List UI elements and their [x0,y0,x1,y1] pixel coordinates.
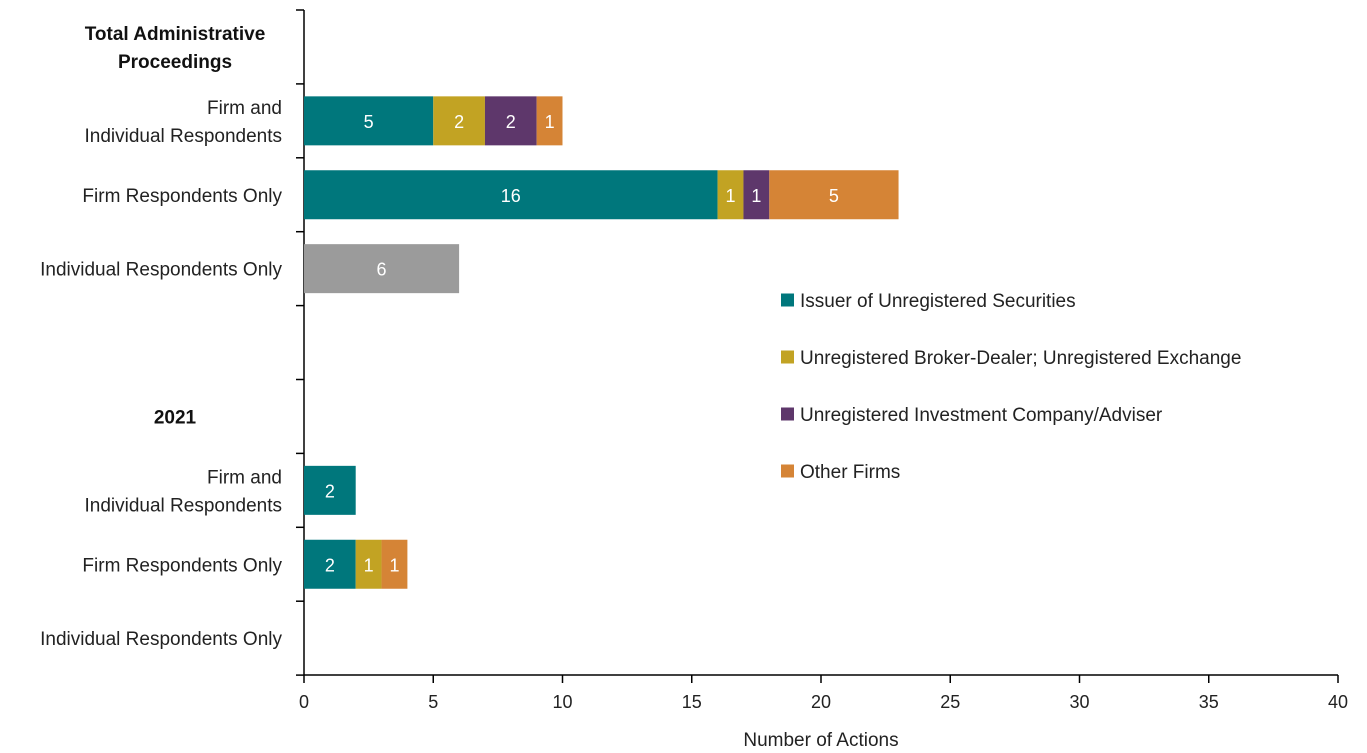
axes: 0 5 10 15 20 25 30 35 40 [296,9,1348,712]
group-label-total-administrative-proceedings: Total Administrative Proceedings [85,24,266,73]
x-axis-title: Number of Actions [743,730,898,751]
x-tick-label: 30 [1069,692,1089,712]
row-label-firm-and-individual-respondents: Firm and Individual Respondents [84,467,282,516]
bar-value-label: 1 [389,555,399,575]
row-label-firm-respondents-only: Firm Respondents Only [82,555,282,576]
legend-label-other-firms: Other Firms [800,462,900,483]
row-label-individual-respondents-only: Individual Respondents Only [40,260,282,281]
bar-value-label: 1 [364,555,374,575]
legend-swatch-issuer-of-unregistered-securities [781,293,794,307]
x-tick-label: 20 [811,692,831,712]
group-label-2021: 2021 [154,407,197,428]
bar-segment-issuer-of-unregistered-securities [304,539,356,589]
x-tick-label: 35 [1199,692,1219,712]
bar-value-label: 2 [506,112,516,132]
x-tick-label: 25 [940,692,960,712]
bar-segment-unregistered-investment-company-adviser [484,96,537,146]
legend-swatch-unregistered-investment-company-adviser [781,407,794,421]
legend-label-unregistered-investment-company-adviser: Unregistered Investment Company/Adviser [800,405,1163,426]
x-tick-label: 40 [1328,692,1348,712]
bar-segment-other-firms [536,96,563,146]
bar-segment-other-firms [381,539,408,589]
bar-value-label: 2 [454,112,464,132]
bar-segment-other-firms [769,170,899,220]
bar-value-label: 2 [325,481,335,501]
bar-segment-individual [304,244,460,294]
bar-value-label: 5 [364,112,374,132]
x-tick-label: 0 [299,692,309,712]
category-labels: Total Administrative Proceedings Firm and I… [40,24,282,650]
x-tick-label: 5 [428,692,438,712]
bar-segment-issuer-of-unregistered-securities [304,170,718,220]
bar-value-label: 1 [751,186,761,206]
legend-swatch-unregistered-broker-dealer-unregistered-exchange [781,350,794,364]
legend-swatch-other-firms [781,464,794,478]
row-label-individual-respondents-only: Individual Respondents Only [40,629,282,650]
bar-value-label: 2 [325,555,335,575]
bar-value-label: 1 [726,186,736,206]
bar-segment-issuer-of-unregistered-securities [304,96,434,146]
bar-value-label: 16 [501,186,521,206]
bar-segment-unregistered-broker-dealer-unregistered-exchange [717,170,744,220]
bar-segment-unregistered-broker-dealer-unregistered-exchange [355,539,382,589]
row-label-firm-respondents-only: Firm Respondents Only [82,186,282,207]
legend-label-issuer-of-unregistered-securities: Issuer of Unregistered Securities [800,291,1076,312]
bar-segment-unregistered-investment-company-adviser [743,170,770,220]
bar-value-label: 5 [829,186,839,206]
legend: Issuer of Unregistered Securities Unregis… [781,291,1241,483]
x-tick-label: 15 [682,692,702,712]
bar-value-label: 6 [377,260,387,280]
x-tick-label: 10 [552,692,572,712]
bar-segment-unregistered-broker-dealer-unregistered-exchange [433,96,485,146]
bar-value-label: 1 [545,112,555,132]
bar-segment-issuer-of-unregistered-securities [304,465,356,515]
legend-label-unregistered-broker-dealer-unregistered-exchange: Unregistered Broker-Dealer; Unregistered… [800,348,1241,369]
row-label-firm-and-individual-respondents: Firm and Individual Respondents [84,98,282,147]
